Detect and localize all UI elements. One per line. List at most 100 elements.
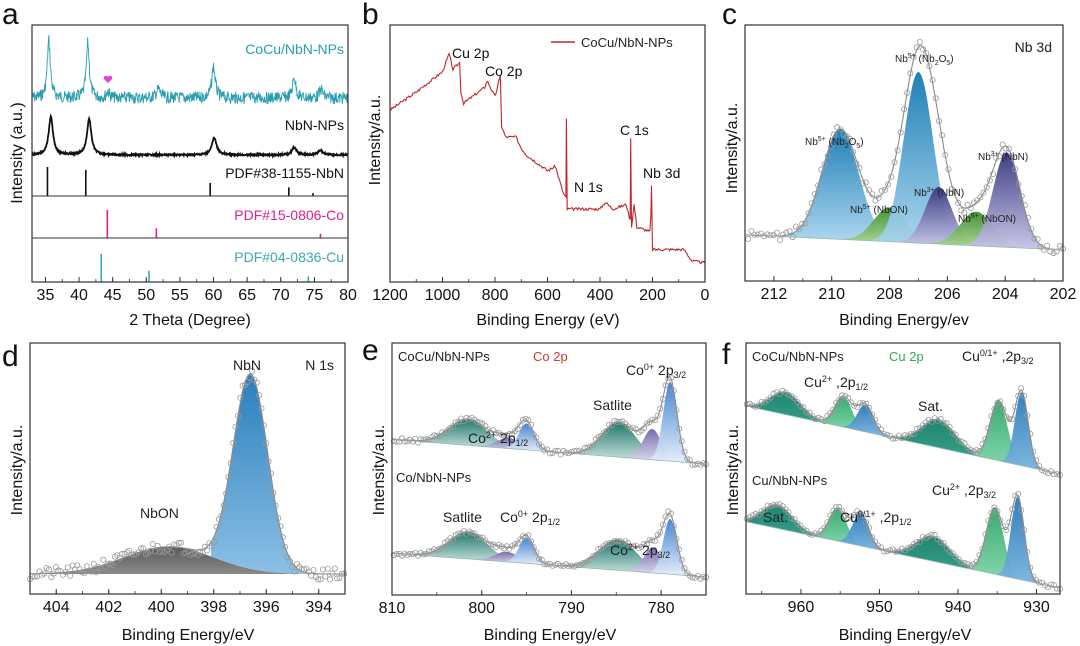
data-point [581,559,588,566]
data-point [777,236,784,243]
data-point [945,166,952,173]
data-point [393,438,400,445]
data-point [55,567,62,574]
data-point [130,551,137,558]
data-point [234,412,241,419]
x-tick-label: 800 [468,600,495,617]
data-point [743,515,750,522]
data-point [315,576,322,583]
data-point [910,431,917,438]
x-tick-label: 210 [818,286,845,303]
x-tick-label: 1200 [372,287,408,304]
peak-label: Nb5+ (Nb2O5) [805,136,864,150]
data-point [1039,579,1046,586]
x-tick-label: 1000 [425,287,461,304]
data-point [872,197,879,204]
data-point [630,543,637,550]
data-point [982,531,989,538]
data-point [809,531,816,538]
data-point [1012,492,1019,499]
data-point [815,531,822,538]
y-axis-label-d: Intensity/a.u. [9,425,26,516]
data-point [952,431,959,438]
data-point [45,566,52,573]
n1s-plot [26,367,348,583]
panel-e: e CoCu/NbN-NPs Co 2p Co/NbN-NPs Co0+ 2p3… [362,334,710,644]
data-point [175,539,182,546]
data-point [659,395,666,402]
data-point [1051,582,1058,589]
data-point [267,470,274,477]
data-point [1053,248,1060,255]
data-point [854,403,861,410]
data-point [643,541,650,548]
data-point [967,562,974,569]
x-tick-label: 402 [95,599,122,616]
data-point [803,409,810,416]
panel-d: d N 1s NbN NbON 404 402 400 398 396 394 Bindi… [2,340,348,644]
data-point [428,548,435,555]
data-point [646,537,653,544]
x-axis-label-a: 2 Theta (Degree) [129,312,251,329]
x-tick-label: 80 [339,287,357,304]
data-point [1000,523,1007,530]
data-point [748,227,755,234]
data-point [746,400,753,407]
data-point [670,523,677,530]
x-ticks-b: 1200 1000 800 600 400 200 0 [372,277,710,304]
data-point [1015,490,1022,497]
data-point [901,547,908,554]
x-tick-label: 35 [37,287,55,304]
plot-frame-b [389,24,706,283]
data-point [860,512,867,519]
data-point [441,430,448,437]
data-point [549,449,556,456]
data-point [840,131,847,138]
data-point [455,418,462,425]
x-tick-label: 202 [1050,286,1077,303]
data-point [991,405,998,412]
data-point [940,419,947,426]
data-point [764,502,771,509]
fit-component-nbon [30,546,345,574]
x-tick-label: 800 [482,287,509,304]
series-line-nbn [31,113,349,159]
data-point [1018,507,1025,514]
x-ticks-a: 35 40 45 50 55 60 65 70 75 80 [37,277,357,304]
series-line-survey [389,51,706,265]
data-point [994,399,1001,406]
data-point [851,512,858,519]
x-tick-label: 204 [992,286,1019,303]
data-point [803,527,810,534]
plot-frame-e [391,342,707,596]
data-point [668,374,675,381]
data-point [934,536,941,543]
data-point [842,392,849,399]
data-point [522,533,529,540]
data-point [802,220,809,227]
data-point [894,147,901,154]
data-point [31,573,38,580]
data-point [926,63,933,70]
data-point [681,565,688,572]
data-point [833,503,840,510]
data-point [988,509,995,516]
data-point [931,531,938,538]
data-point [576,562,583,569]
data-point [869,191,876,198]
data-point [501,432,508,439]
fit-baseline [391,552,707,578]
data-point [859,180,866,187]
data-point [884,431,891,438]
data-point [862,179,869,186]
data-point [979,441,986,448]
data-point [757,230,764,237]
data-point [779,387,786,394]
data-point [1033,577,1040,584]
data-point [517,421,524,428]
panel-a: a CoCu/NbN-NPs NbN-NPs PDF#38-1155-NbN P… [2,0,357,329]
peak-label: Nb3+ (NbN) [914,187,964,199]
data-point [286,558,293,565]
data-point [848,399,855,406]
x-tick-label: 950 [866,599,893,616]
